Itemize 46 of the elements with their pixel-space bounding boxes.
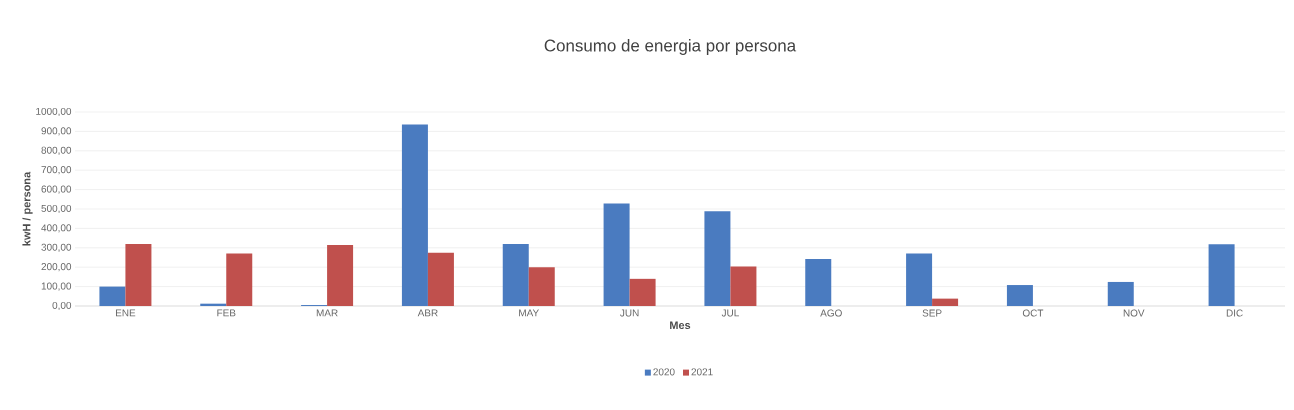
x-tick-label: AGO — [820, 309, 842, 317]
bar — [629, 278, 656, 306]
bar — [1107, 281, 1134, 306]
bar — [932, 298, 959, 306]
y-tick-label: 400,00 — [41, 224, 72, 233]
y-tick-label: 700,00 — [41, 166, 72, 175]
x-tick-label: OCT — [1022, 309, 1044, 317]
bar — [805, 259, 832, 306]
y-tick-label: 1000,00 — [36, 107, 72, 117]
y-tick-label: 600,00 — [41, 185, 72, 194]
x-tick-label: MAR — [316, 309, 338, 317]
chart-title: Consumo de energia por persona — [544, 39, 797, 55]
bar — [704, 211, 731, 306]
y-tick-label: 0,00 — [52, 301, 72, 311]
bar — [528, 267, 555, 306]
bar — [603, 203, 630, 306]
bar — [730, 266, 757, 306]
legend-label: 2020 — [653, 368, 675, 376]
bar — [427, 252, 454, 306]
bar — [327, 244, 354, 306]
x-tick-label: FEB — [217, 309, 236, 317]
x-axis-title: Mes — [670, 321, 691, 330]
x-tick-label: DIC — [1226, 309, 1243, 317]
x-tick-label: SEP — [922, 309, 942, 317]
x-tick-label: ENE — [115, 309, 136, 317]
x-tick-label: NOV — [1123, 309, 1145, 317]
bar — [401, 124, 428, 306]
x-tick-label: MAY — [519, 309, 539, 317]
x-tick-label: JUL — [721, 309, 739, 317]
y-tick-label: 500,00 — [41, 204, 72, 214]
bar — [906, 253, 933, 306]
y-tick-label: 800,00 — [41, 146, 72, 155]
bar — [125, 243, 152, 306]
legend-label: 2021 — [691, 368, 713, 376]
x-tick-label: JUN — [620, 309, 639, 317]
bar — [226, 253, 253, 306]
y-tick-label: 300,00 — [41, 243, 72, 252]
bar — [99, 286, 126, 306]
y-tick-label: 100,00 — [41, 282, 72, 291]
y-axis-title: kwH / persona — [22, 171, 33, 246]
y-tick-label: 200,00 — [41, 263, 72, 272]
y-tick-label: 900,00 — [41, 127, 72, 136]
bar — [502, 243, 529, 306]
bar — [1208, 244, 1235, 306]
bar — [1006, 285, 1033, 306]
x-tick-label: ABR — [417, 309, 438, 317]
